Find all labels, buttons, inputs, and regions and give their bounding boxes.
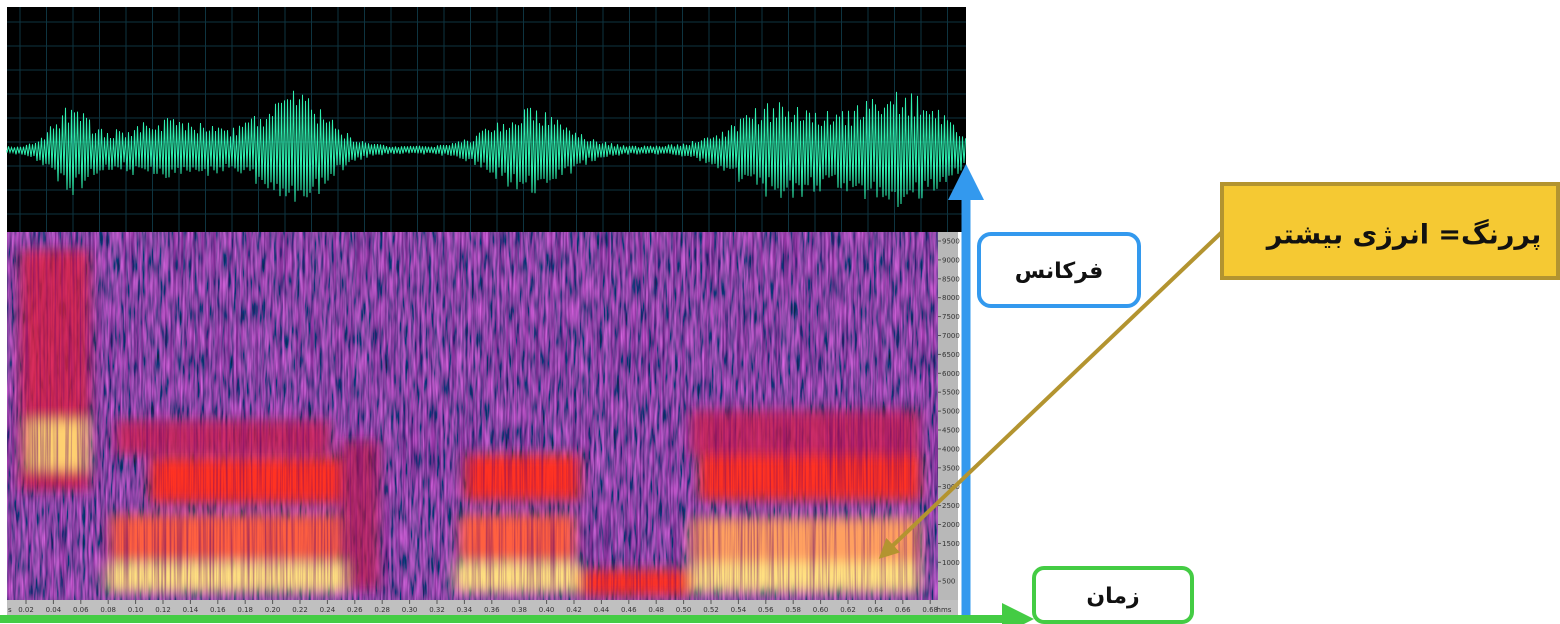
frequency-tick-label: 7500 [942, 313, 960, 321]
frequency-tick-label: 1500 [942, 540, 960, 548]
time-tick-label: 0.64 [868, 606, 884, 614]
frequency-tick-label: 6000 [942, 370, 960, 378]
frequency-tick-label: 3500 [942, 464, 960, 472]
frequency-tick-label: 8500 [942, 275, 960, 283]
time-start-label: s [8, 606, 12, 614]
frequency-tick-label: 9000 [942, 256, 960, 264]
time-tick-label: 0.04 [46, 606, 62, 614]
frequency-tick-label: 5500 [942, 389, 960, 397]
time-tick-label: 0.02 [18, 606, 34, 614]
time-tick-label: 0.38 [511, 606, 527, 614]
time-tick-label: 0.42 [566, 606, 582, 614]
time-tick-label: 0.22 [292, 606, 308, 614]
frequency-tick-label: 7000 [942, 332, 960, 340]
time-tick-label: 0.66 [895, 606, 911, 614]
frequency-tick-label: 5000 [942, 408, 960, 416]
frequency-tick-label: 8000 [942, 294, 960, 302]
frequency-tick-label: 9500 [942, 238, 960, 246]
time-tick-label: 0.34 [457, 606, 473, 614]
time-tick-label: 0.14 [183, 606, 199, 614]
time-tick-label: 0.44 [594, 606, 610, 614]
time-unit-label: hms [937, 606, 952, 614]
time-tick-label: 0.60 [813, 606, 829, 614]
time-tick-label: 0.40 [539, 606, 555, 614]
time-tick-label: 0.06 [73, 606, 89, 614]
time-tick-label: 0.36 [484, 606, 500, 614]
time-tick-label: 0.50 [676, 606, 692, 614]
energy-note: پررنگ= انرژی بیشتر [1265, 219, 1542, 251]
time-tick-label: 0.52 [703, 606, 719, 614]
time-label: زمان [1086, 584, 1139, 609]
waveform-panel [7, 7, 966, 232]
time-tick-label: 0.62 [840, 606, 856, 614]
frequency-tick-label: 4000 [942, 445, 960, 453]
frequency-label: فرکانس [1015, 259, 1104, 284]
time-tick-label: 0.08 [100, 606, 116, 614]
time-tick-label: 0.28 [374, 606, 390, 614]
frequency-tick-label: 1000 [942, 559, 960, 567]
frequency-tick-label: 6500 [942, 351, 960, 359]
time-tick-label: 0.16 [210, 606, 226, 614]
frequency-tick-label: 2000 [942, 521, 960, 529]
spectrogram [7, 232, 938, 600]
frequency-tick-label: 500 [942, 578, 955, 586]
frequency-tick-label: 2500 [942, 502, 960, 510]
time-tick-label: 0.26 [347, 606, 363, 614]
time-tick-label: 0.58 [785, 606, 801, 614]
time-tick-label: 0.54 [731, 606, 747, 614]
annotated-screenshot: 9500900085008000750070006500600055005000… [0, 0, 1560, 624]
frequency-tick-label: 4500 [942, 427, 960, 435]
time-tick-label: 0.48 [648, 606, 664, 614]
time-tick-label: 0.18 [237, 606, 253, 614]
time-tick-label: 0.12 [155, 606, 171, 614]
time-tick-label: 0.10 [128, 606, 144, 614]
time-tick-label: 0.20 [265, 606, 281, 614]
time-tick-label: 0.30 [402, 606, 418, 614]
time-tick-label: 0.32 [429, 606, 445, 614]
time-tick-label: 0.46 [621, 606, 637, 614]
time-tick-label: 0.56 [758, 606, 774, 614]
time-tick-label: 0.24 [320, 606, 336, 614]
